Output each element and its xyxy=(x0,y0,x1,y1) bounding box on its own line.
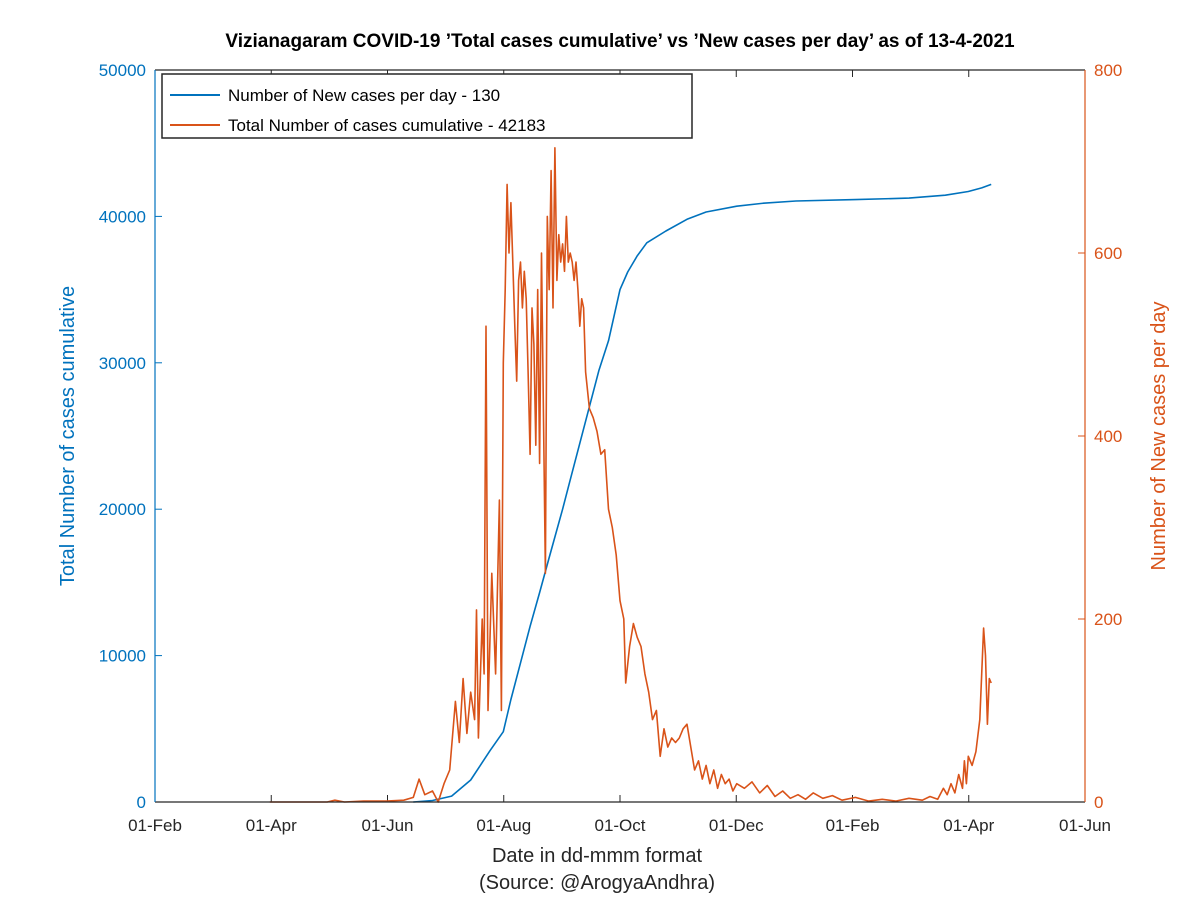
x-tick-label: 01-Feb xyxy=(826,816,880,835)
y-right-tick-label: 800 xyxy=(1094,61,1122,80)
legend-entry-total-cases: Total Number of cases cumulative - 42183 xyxy=(228,116,546,135)
y-right-tick-label: 600 xyxy=(1094,244,1122,263)
x-tick-label: 01-Jun xyxy=(362,816,414,835)
x-tick-label: 01-Feb xyxy=(128,816,182,835)
y-right-tick-label: 400 xyxy=(1094,427,1122,446)
x-tick-label: 01-Apr xyxy=(246,816,297,835)
x-axis-label: Date in dd-mmm format xyxy=(492,845,702,867)
x-tick-label: 01-Jun xyxy=(1059,816,1111,835)
y-left-tick-label: 0 xyxy=(137,793,146,812)
y-right-axis-label: Number of New cases per day xyxy=(1148,301,1170,570)
ticks-layer: 01-Feb 01-Apr 01-Jun 01-Aug 01-Oct 01-Dec 01-F… xyxy=(99,61,1123,835)
y-left-tick-label: 20000 xyxy=(99,500,146,519)
axes-layer xyxy=(154,69,1086,803)
y-left-tick-label: 40000 xyxy=(99,207,146,226)
x-tick-label: 01-Aug xyxy=(476,816,531,835)
chart-title: Vizianagaram COVID-19 ’Total cases cumul… xyxy=(225,31,1015,52)
x-tick-label: 01-Apr xyxy=(943,816,994,835)
y-left-tick-label: 10000 xyxy=(99,647,146,666)
y-left-tick-label: 50000 xyxy=(99,61,146,80)
source-note: (Source: @ArogyaAndhra) xyxy=(479,872,715,894)
legend: Number of New cases per day - 130 Total … xyxy=(161,73,693,139)
series-line-total-cases xyxy=(413,183,992,803)
legend-box xyxy=(161,73,693,139)
y-right-tick-label: 0 xyxy=(1094,793,1103,812)
y-left-tick-label: 30000 xyxy=(99,354,146,373)
plot-area xyxy=(155,70,1085,802)
y-left-axis-label: Total Number of cases cumulative xyxy=(57,286,79,586)
y-right-tick-label: 200 xyxy=(1094,610,1122,629)
series-layer xyxy=(269,147,992,803)
x-tick-label: 01-Oct xyxy=(594,816,645,835)
legend-entry-new-cases: Number of New cases per day - 130 xyxy=(228,86,500,105)
series-line-new-cases xyxy=(269,147,992,803)
x-tick-label: 01-Dec xyxy=(709,816,764,835)
